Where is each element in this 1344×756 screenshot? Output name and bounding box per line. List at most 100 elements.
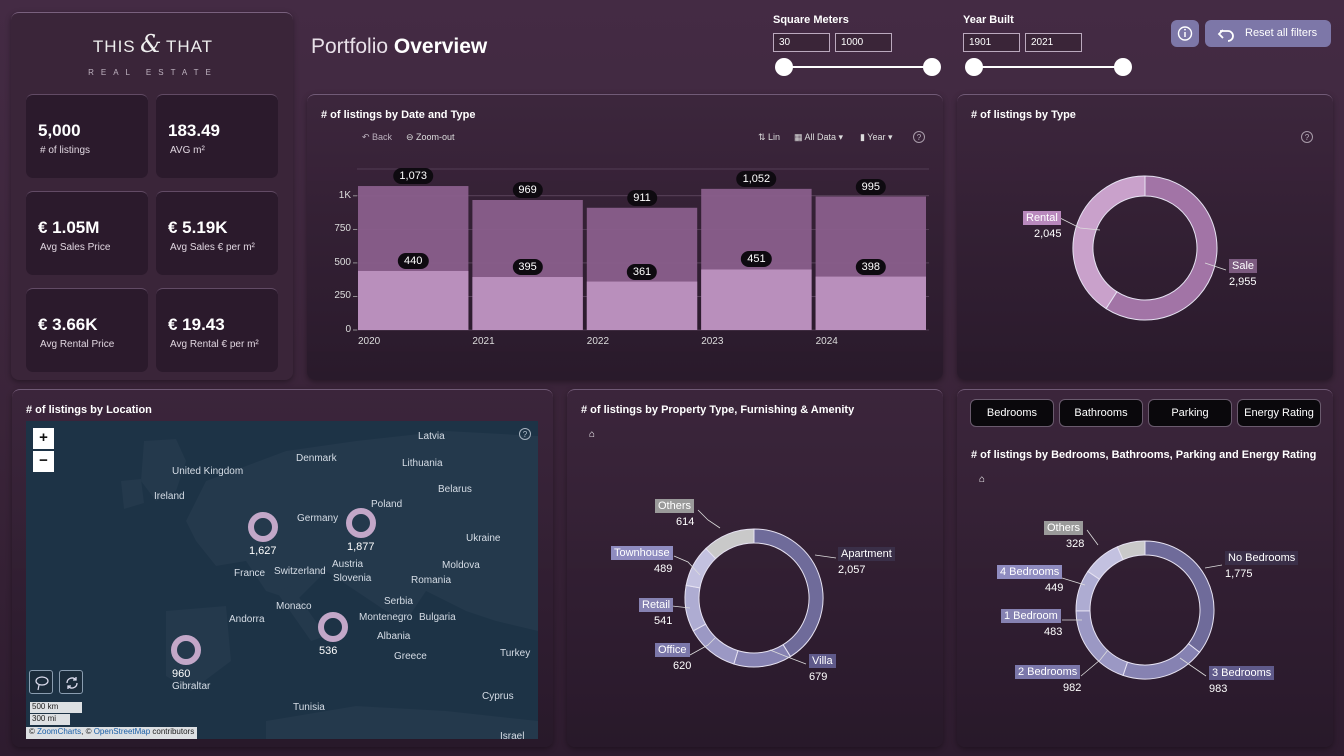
brand-name-left: THIS <box>92 37 136 56</box>
map-title: # of listings by Location <box>26 404 152 416</box>
page-title-bold: Overview <box>393 35 488 58</box>
map-place-label: United Kingdom <box>172 466 244 477</box>
kpi-label: # of listings <box>40 145 91 156</box>
scale-icon: ⇅ <box>758 132 769 142</box>
chart-help-icon[interactable]: ? <box>913 131 925 143</box>
map-lasso-button[interactable] <box>29 670 53 694</box>
y-tick-label: 500 <box>334 256 351 268</box>
map-bubble[interactable] <box>248 512 278 542</box>
map-place-label: Ireland <box>154 491 185 502</box>
map-zoom-in-button[interactable]: + <box>33 428 54 449</box>
attribution-suffix: contributors <box>150 727 195 736</box>
slice-label-1-bedroom: 1 Bedroom <box>1001 609 1061 623</box>
map-bubble-value: 536 <box>319 645 338 657</box>
map-zoom-out-button[interactable]: − <box>33 451 54 472</box>
year-built-min-input[interactable]: 1901 <box>963 33 1020 52</box>
square-meters-slider-max-handle[interactable] <box>923 58 941 76</box>
y-tick-label: 250 <box>334 290 351 302</box>
date-type-chart-title: # of listings by Date and Type <box>321 109 476 121</box>
bar-data-label: 911 <box>627 189 657 206</box>
square-meters-max-input[interactable]: 1000 <box>835 33 892 52</box>
reset-filters-button[interactable]: Reset all filters <box>1205 20 1331 47</box>
x-tick-label: 2021 <box>472 336 495 347</box>
map-place-label: Montenegro <box>359 612 413 623</box>
map-bubble-value: 1,627 <box>249 545 277 557</box>
bar-data-label: 1,052 <box>736 170 777 187</box>
map-place-label: Serbia <box>384 596 413 607</box>
slice-label-others: Others <box>655 499 695 513</box>
map-landmass <box>26 421 538 739</box>
year-built-slider-track[interactable] <box>974 66 1123 68</box>
kpi-label: AVG m² <box>170 145 205 156</box>
map-reset-button[interactable] <box>59 670 83 694</box>
info-button[interactable] <box>1171 20 1199 47</box>
kpi-value: 183.49 <box>168 121 220 140</box>
slice-value-apartment: 2,057 <box>838 564 866 576</box>
kpi-value: 5,000 <box>38 121 81 140</box>
property-home-icon[interactable]: ⌂ <box>589 429 596 440</box>
bar-chart-icon: ▮ <box>860 132 868 142</box>
zoom-out-label: Zoom-out <box>416 132 455 142</box>
slice-value-villa: 679 <box>809 671 828 683</box>
year-built-slider-max-handle[interactable] <box>1114 58 1132 76</box>
kpi-card-avg-m2: 183.49 AVG m² <box>156 94 278 178</box>
map-place-label: Switzerland <box>274 566 326 577</box>
chart-back-button[interactable]: ↶ Back <box>362 132 392 143</box>
slice-value-townhouse: 489 <box>654 563 673 575</box>
square-meters-slider-track[interactable] <box>784 66 932 68</box>
year-built-slider-min-handle[interactable] <box>965 58 983 76</box>
map-place-label: Austria <box>332 559 364 570</box>
chart-lin-toggle[interactable]: ⇅ Lin <box>758 132 780 143</box>
slice-value-no-bedrooms: 1,775 <box>1225 568 1253 580</box>
map-place-label: Poland <box>371 499 403 510</box>
tab-parking[interactable]: Parking <box>1148 399 1232 427</box>
map-scale-km: 500 km <box>30 702 82 713</box>
map-place-label: Lithuania <box>402 458 443 469</box>
reset-filters-label: Reset all filters <box>1245 27 1318 39</box>
map-help-label: ? <box>522 430 528 439</box>
tab-bathrooms[interactable]: Bathrooms <box>1059 399 1143 427</box>
brand-name-right: THAT <box>165 37 214 56</box>
tab-bedrooms[interactable]: Bedrooms <box>970 399 1054 427</box>
map-bubble-value: 1,877 <box>347 541 375 553</box>
slice-label-2-bedrooms: 2 Bedrooms <box>1015 665 1081 679</box>
chart-all-data-dropdown[interactable]: ▦ All Data ▾ <box>794 132 843 143</box>
bar-data-label: 398 <box>855 258 886 275</box>
kpi-label: Avg Rental Price <box>40 339 115 350</box>
info-icon <box>1177 26 1193 41</box>
chart-zoom-out-button[interactable]: ⊖ Zoom-out <box>406 132 455 143</box>
map-place-label: Slovenia <box>333 573 372 584</box>
y-tick-label: 1K <box>338 189 351 201</box>
zoom-out-icon: ⊖ <box>406 132 417 142</box>
map-bubble[interactable] <box>318 612 348 642</box>
map-bubble[interactable] <box>346 508 376 538</box>
brand-logo: THIS & THAT <box>88 30 218 58</box>
map-place-label: Moldova <box>442 560 480 571</box>
bedrooms-home-icon[interactable]: ⌂ <box>979 474 986 485</box>
year-label: Year <box>867 132 886 142</box>
map-help-icon[interactable]: ? <box>519 428 531 440</box>
slice-label-4-bedrooms: 4 Bedrooms <box>997 565 1063 579</box>
zoomcharts-link[interactable]: ZoomCharts <box>37 727 82 736</box>
map-place-label: Israel <box>500 731 525 739</box>
slice-value-retail: 541 <box>654 615 673 627</box>
map-place-label: Ukraine <box>466 533 501 544</box>
tab-energy-rating[interactable]: Energy Rating <box>1237 399 1321 427</box>
bar-data-label: 1,073 <box>393 168 433 185</box>
year-built-max-input[interactable]: 2021 <box>1025 33 1082 52</box>
map-bubble[interactable] <box>171 635 201 665</box>
map-canvas[interactable]: + − ? 500 km 300 mi © ZoomCharts, © Open… <box>26 421 538 739</box>
square-meters-min-input[interactable]: 30 <box>773 33 830 52</box>
map-place-label: Andorra <box>229 614 265 625</box>
map-place-label: Greece <box>394 651 427 662</box>
map-place-label: Albania <box>377 631 411 642</box>
slice-value-office: 620 <box>673 660 692 672</box>
slice-value-4-bedrooms: 449 <box>1045 582 1064 594</box>
slice-label-others-bed: Others <box>1044 521 1084 535</box>
openstreetmap-link[interactable]: OpenStreetMap <box>93 727 151 736</box>
square-meters-slider-min-handle[interactable] <box>775 58 793 76</box>
type-chart-help-icon[interactable]: ? <box>1301 131 1313 143</box>
kpi-value: € 19.43 <box>168 315 225 334</box>
chart-year-dropdown[interactable]: ▮ Year ▾ <box>860 132 893 143</box>
kpi-card-avg-rental-per-m2: € 19.43 Avg Rental € per m² <box>156 288 278 372</box>
